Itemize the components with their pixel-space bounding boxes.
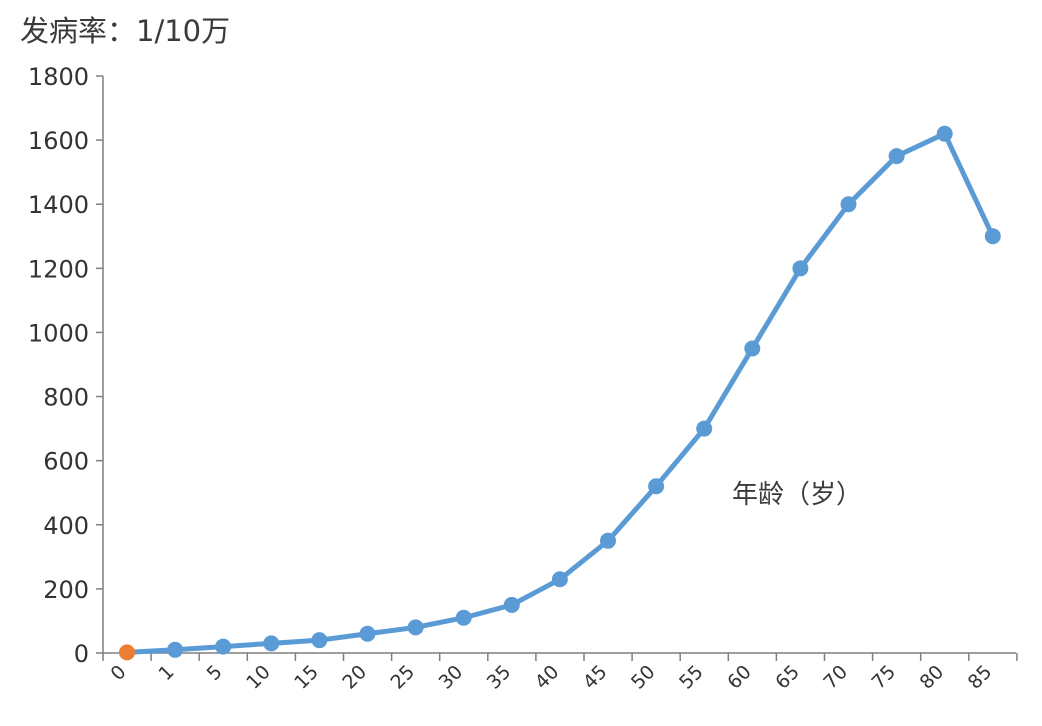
x-tick-label: 20 [338, 661, 371, 694]
x-tick-label: 50 [627, 661, 660, 694]
data-point [888, 148, 905, 165]
data-point [696, 420, 713, 437]
x-tick-label: 70 [819, 661, 852, 694]
data-point [648, 478, 665, 495]
data-point [359, 625, 376, 642]
x-tick-label: 80 [916, 661, 949, 694]
x-tick-label: 1 [155, 661, 179, 685]
y-tick-label: 0 [74, 640, 89, 668]
x-tick-label: 75 [867, 661, 900, 694]
y-tick-label: 1800 [28, 63, 89, 91]
x-tick-label: 85 [964, 661, 997, 694]
data-point [215, 638, 232, 655]
x-tick-label: 60 [723, 661, 756, 694]
data-point [600, 532, 616, 549]
x-tick-label: 55 [675, 661, 708, 694]
data-point [167, 641, 184, 658]
y-tick-label: 1200 [28, 255, 89, 283]
x-tick-label: 15 [290, 661, 323, 694]
data-point [840, 196, 857, 213]
data-point [936, 125, 953, 142]
highlight-point [119, 644, 135, 661]
data-point [263, 635, 280, 652]
data-point [744, 340, 761, 357]
x-tick-label: 0 [106, 661, 130, 685]
data-point [407, 619, 424, 636]
x-tick-label: 5 [203, 661, 227, 685]
series-layer [119, 125, 1001, 661]
y-axis-ticks: 0 200 400 600 800 1000 1200 1400 1600 1800 [28, 63, 103, 668]
x-tick-label: 25 [386, 661, 419, 694]
x-tick-label: 65 [771, 661, 804, 694]
y-tick-label: 1600 [28, 127, 89, 155]
x-tick-label: 35 [483, 661, 516, 694]
x-tick-label: 10 [242, 661, 275, 694]
y-tick-label: 400 [43, 512, 89, 540]
data-point [984, 228, 1001, 245]
data-point [551, 571, 568, 588]
data-point [792, 260, 809, 277]
axes [102, 76, 1016, 654]
y-tick-label: 1400 [28, 191, 89, 219]
data-point [455, 609, 472, 626]
x-tick-label: 40 [531, 661, 564, 694]
x-tick-label: 30 [435, 661, 468, 694]
y-tick-label: 800 [43, 384, 89, 412]
data-point [311, 632, 328, 649]
y-tick-label: 200 [43, 576, 89, 604]
data-point [503, 596, 520, 613]
chart-title: 发病率：1/10万 [20, 14, 231, 48]
x-tick-label: 45 [579, 661, 612, 694]
y-tick-label: 600 [43, 448, 89, 476]
x-axis-label: 年龄（岁） [732, 480, 862, 510]
x-axis-ticks: 0 1 5 10 15 20 25 30 35 40 45 50 55 60 65 70 75 80 85 [102, 653, 1018, 694]
y-tick-label: 1000 [28, 319, 89, 347]
